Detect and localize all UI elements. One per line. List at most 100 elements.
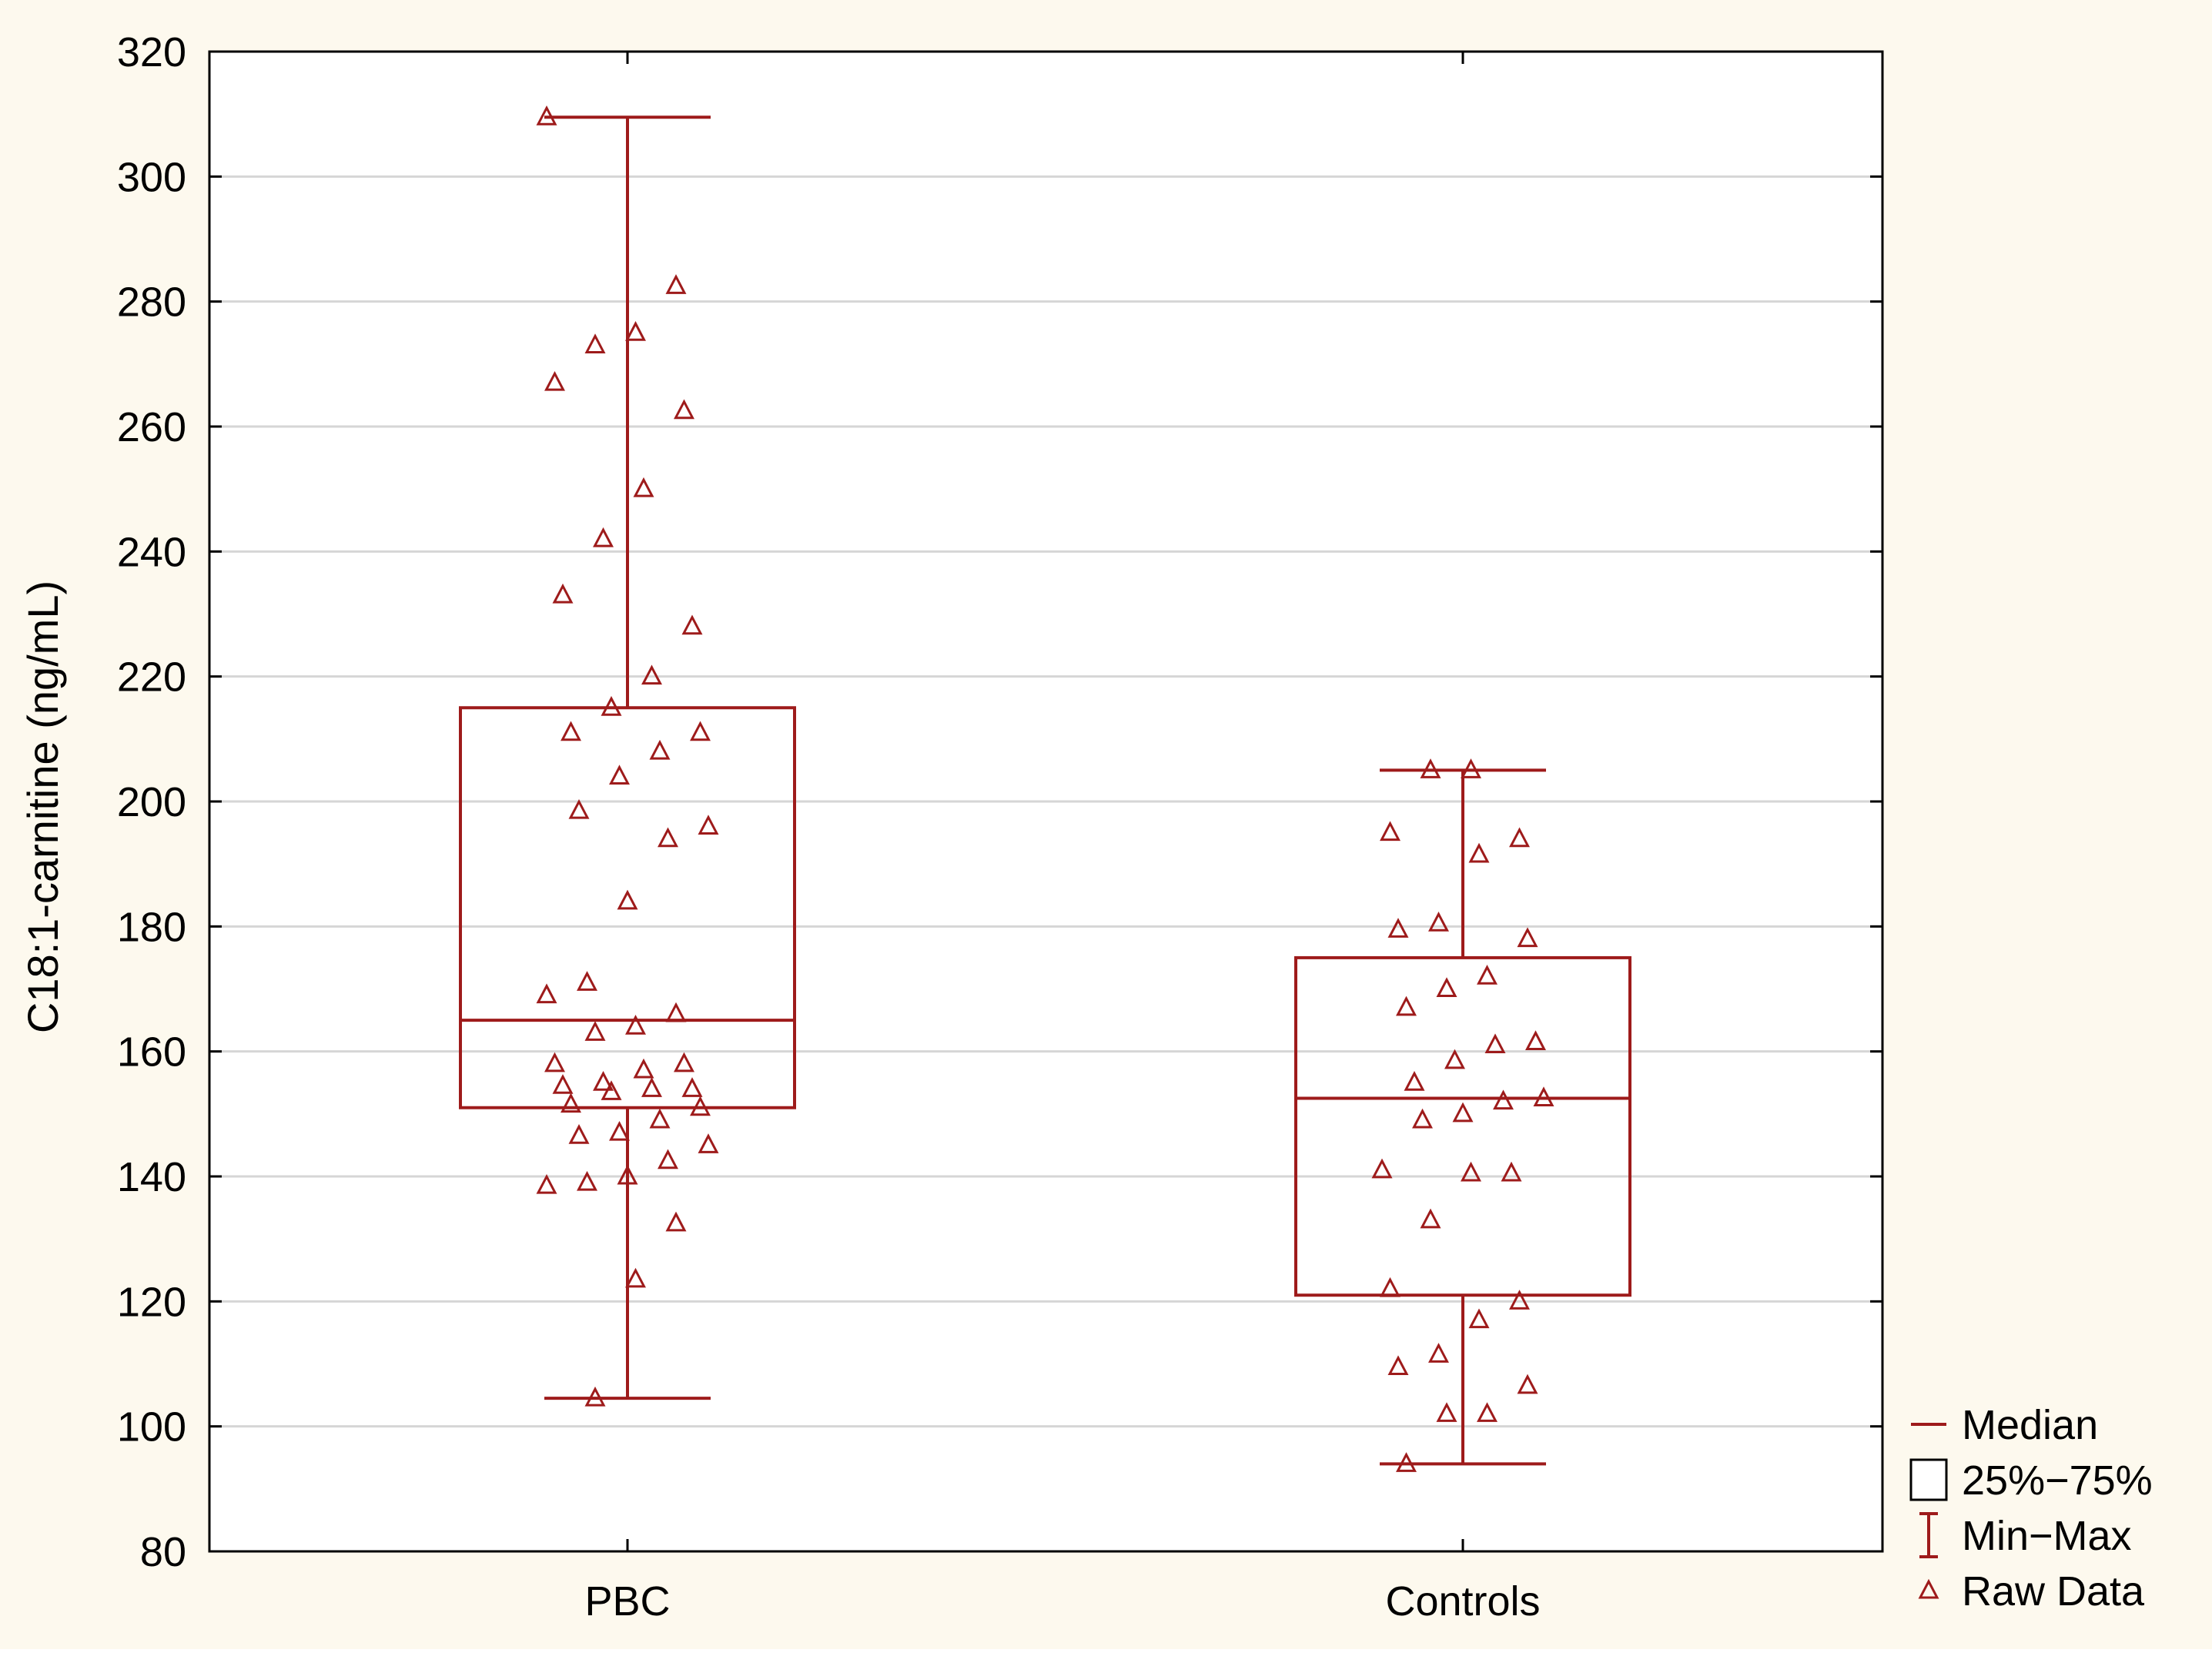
raw-data-point	[1387, 1355, 1409, 1376]
raw-data-point	[674, 1052, 694, 1072]
raw-data-point	[641, 1077, 662, 1097]
y-tick-label: 80	[140, 1529, 186, 1575]
raw-data-point	[609, 765, 630, 785]
raw-data-point	[609, 1120, 630, 1141]
legend-label: Min−Max	[1962, 1513, 2132, 1559]
raw-data-point	[568, 798, 590, 819]
legend-rawdata-swatch	[1918, 1578, 1939, 1599]
raw-data-point	[1420, 1208, 1441, 1229]
raw-data-point	[1525, 1030, 1546, 1050]
y-tick-label: 100	[117, 1404, 186, 1451]
x-tick-label-pbc: PBC	[584, 1578, 670, 1625]
box-series	[459, 105, 1631, 1472]
raw-data-point	[665, 274, 687, 294]
raw-data-point	[1484, 1033, 1506, 1054]
raw-data-point	[1461, 758, 1481, 778]
x-tick-label-controls: Controls	[1385, 1578, 1540, 1625]
raw-data-point	[1461, 1161, 1481, 1182]
y-tick-label: 160	[117, 1029, 186, 1076]
raw-data-point	[649, 739, 671, 760]
raw-data-point	[584, 333, 606, 353]
raw-data-point	[1444, 1049, 1465, 1069]
iqr-box	[1294, 955, 1631, 1297]
raw-data-point	[681, 614, 703, 635]
raw-data-point	[544, 370, 565, 391]
y-tick-label: 320	[117, 29, 186, 75]
raw-data-point	[568, 1124, 590, 1144]
raw-data-point	[641, 664, 662, 685]
raw-data-point	[584, 1386, 606, 1407]
raw-data-point	[1380, 1277, 1400, 1297]
raw-data-point	[681, 1077, 703, 1097]
legend-label: 25%−75%	[1962, 1457, 2153, 1504]
y-tick-label: 280	[117, 279, 186, 326]
raw-data-point	[1477, 1402, 1498, 1422]
raw-data-point	[1412, 1108, 1433, 1129]
iqr-box	[459, 706, 796, 1109]
raw-data-point	[1428, 1343, 1449, 1363]
raw-data-point	[658, 1149, 678, 1169]
raw-data-point	[690, 1096, 711, 1116]
raw-data-point	[536, 983, 557, 1004]
y-axis-label: C18:1-carnitine (ng/mL)	[18, 581, 67, 1033]
box-group-pbc	[459, 105, 796, 1407]
raw-data-point	[1493, 1089, 1514, 1110]
raw-data-point	[698, 1133, 719, 1153]
y-tick-label: 200	[117, 779, 186, 825]
gridlines	[209, 175, 1882, 1428]
legend: Median 25%−75% Min−Max Raw Data	[1909, 1402, 2153, 1615]
raw-data-point	[625, 321, 646, 341]
legend-label: Median	[1962, 1402, 2098, 1448]
raw-data-point	[601, 1080, 622, 1100]
raw-data-point	[593, 527, 614, 547]
raw-data-point	[625, 1014, 646, 1035]
raw-data-point	[1509, 827, 1530, 848]
y-tick-label: 220	[117, 654, 186, 701]
raw-data-point	[1436, 1402, 1457, 1422]
raw-data-point	[1436, 977, 1457, 997]
raw-data-point	[601, 696, 622, 716]
raw-data-point	[617, 889, 638, 910]
raw-data-point	[544, 1052, 565, 1072]
y-tick-label: 240	[117, 529, 186, 575]
raw-data-point	[1501, 1161, 1522, 1182]
raw-data-point	[1509, 1290, 1530, 1310]
raw-data-point	[1371, 1158, 1393, 1179]
y-tick-label: 260	[117, 404, 186, 450]
plot-frame	[208, 50, 1884, 1553]
y-tick-label: 300	[117, 154, 186, 200]
raw-data-point	[633, 1058, 654, 1079]
raw-data-point	[617, 1164, 638, 1185]
y-tick-label: 140	[117, 1154, 186, 1200]
y-tick-label: 120	[117, 1279, 186, 1325]
raw-data-point	[665, 1211, 687, 1232]
raw-data-point	[1517, 1374, 1538, 1394]
raw-data-point	[1380, 821, 1400, 842]
raw-data-point	[1468, 842, 1490, 863]
raw-data-point	[1468, 1308, 1490, 1329]
raw-data-point	[1517, 927, 1538, 948]
raw-data-point	[584, 1021, 606, 1041]
raw-data-point	[536, 105, 557, 125]
raw-data-point	[561, 1093, 581, 1113]
axes: 80 100 120 140 160 180 200 220 240 260 280 300 320 PB…	[117, 29, 1884, 1625]
legend-label: Raw Data	[1962, 1568, 2145, 1615]
raw-data-point	[698, 815, 719, 835]
raw-data-point	[577, 971, 597, 991]
raw-data-point	[1477, 965, 1498, 985]
raw-data-point	[633, 477, 654, 497]
raw-data-point	[658, 827, 678, 848]
raw-data-point	[649, 1108, 671, 1129]
raw-data-point	[1396, 995, 1417, 1016]
raw-data-point	[593, 1071, 614, 1091]
raw-data-point	[552, 1074, 574, 1094]
raw-data-point	[625, 1267, 646, 1288]
raw-data-point	[1452, 1102, 1474, 1123]
box-group-controls	[1294, 758, 1631, 1472]
raw-data-point	[1420, 758, 1441, 778]
raw-data-point	[1428, 912, 1449, 932]
raw-data-point	[1396, 1452, 1417, 1472]
raw-data-point	[674, 399, 694, 420]
